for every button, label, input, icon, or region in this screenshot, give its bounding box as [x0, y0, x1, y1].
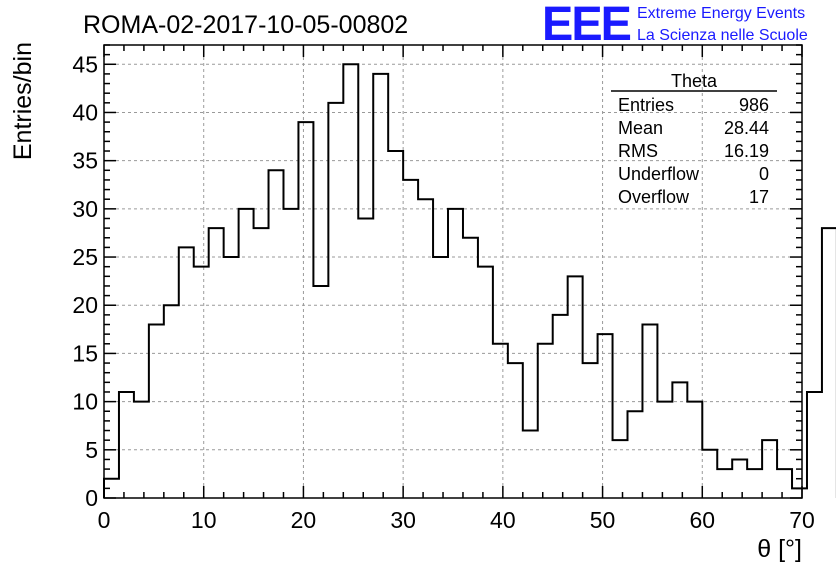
x-tick-label: 0	[98, 507, 111, 533]
x-tick-label: 60	[689, 507, 715, 533]
stats-label: Underflow	[618, 164, 700, 184]
stats-title: Theta	[671, 71, 718, 91]
eee-logo: EEE Extreme Energy Events La Scienza nel…	[542, 0, 808, 51]
x-tick-label: 10	[191, 507, 217, 533]
y-tick-label: 20	[72, 292, 98, 318]
logo-mark: EEE	[542, 0, 631, 51]
x-axis-label: θ [°]	[757, 535, 802, 563]
y-tick-label: 25	[72, 244, 98, 270]
stats-label: RMS	[618, 141, 658, 161]
chart-title: ROMA-02-2017-10-05-00802	[83, 11, 408, 39]
logo-line1: Extreme Energy Events	[637, 5, 805, 22]
y-axis-label: Entries/bin	[9, 42, 37, 160]
y-tick-label: 45	[72, 51, 98, 77]
stats-value: 28.44	[724, 118, 769, 138]
stats-label: Overflow	[618, 187, 690, 207]
stats-value: 986	[739, 95, 769, 115]
y-tick-label: 40	[72, 99, 98, 125]
y-tick-label: 30	[72, 196, 98, 222]
y-tick-label: 35	[72, 148, 98, 174]
x-tick-label: 50	[590, 507, 616, 533]
x-tick-label: 30	[390, 507, 416, 533]
grid	[104, 45, 802, 498]
stats-value: 0	[759, 164, 769, 184]
stats-label: Entries	[618, 95, 674, 115]
axes: 0 10 20 30 40 50 60 70 0 5 10 15 20 25 30 35 40 45	[72, 44, 815, 533]
y-tick-label: 15	[72, 340, 98, 366]
y-tick-label: 10	[72, 389, 98, 415]
y-tick-label: 0	[85, 485, 98, 511]
x-tick-label: 70	[789, 507, 815, 533]
stats-label: Mean	[618, 118, 663, 138]
x-tick-label: 40	[490, 507, 516, 533]
stats-value: 16.19	[724, 141, 769, 161]
plot-frame	[103, 44, 803, 499]
logo-line2: La Scienza nelle Scuole	[637, 27, 808, 44]
histogram-outline	[103, 63, 836, 498]
stats-value: 17	[749, 187, 769, 207]
x-tick-label: 20	[291, 507, 317, 533]
y-tick-label: 5	[85, 437, 98, 463]
stats-box: Theta Entries 986 Mean 28.44 RMS 16.19 Underfl…	[611, 71, 777, 207]
